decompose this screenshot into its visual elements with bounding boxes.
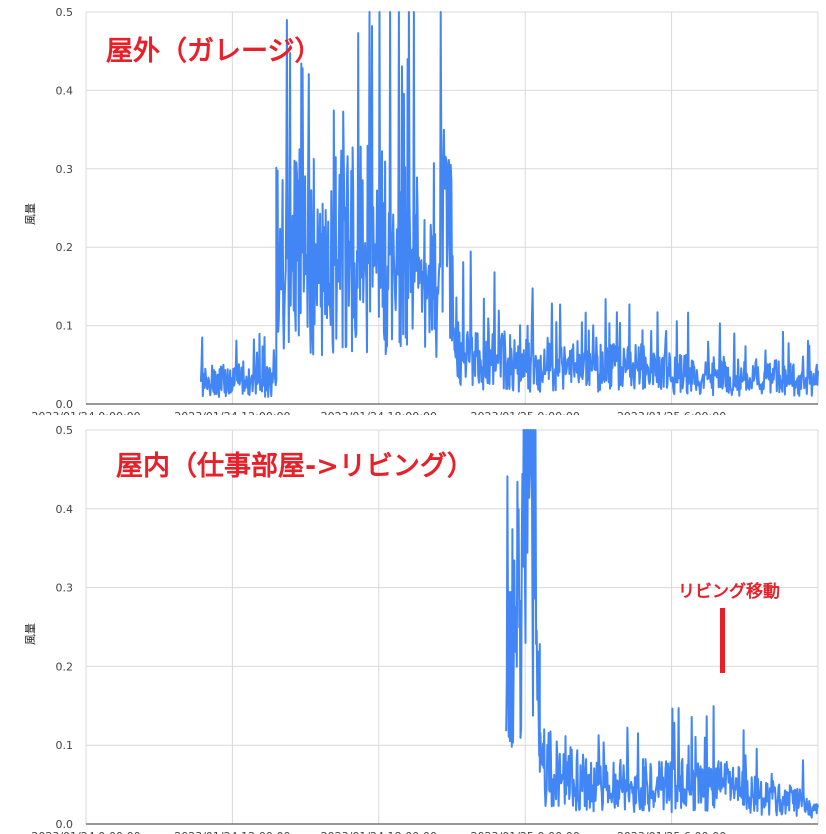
chart-title: 屋外（ガレージ） (106, 36, 321, 67)
series-line (199, 11, 819, 398)
y-tick-label: 0.4 (56, 503, 74, 516)
y-tick-label: 0.5 (56, 6, 74, 19)
x-tick-label: 2023/01/24 12:00:00 (174, 410, 290, 415)
y-tick-label: 0.1 (56, 739, 74, 752)
chart-outdoor-svg: 0.00.10.20.30.40.5 2023/01/24 0:00:00202… (24, 6, 819, 415)
chart-indoor: 0.00.10.20.30.40.5 2023/01/24 0:00:00202… (0, 415, 826, 834)
chart-title: 屋内（仕事部屋->リビング） (116, 450, 474, 482)
grid (85, 429, 819, 825)
x-tick-label: 2023/01/25 0:00:00 (471, 410, 580, 415)
x-tick-label: 2023/01/25 6:00:00 (617, 830, 726, 834)
series-line (505, 429, 819, 819)
y-tick-label: 0.0 (56, 818, 74, 831)
annotation-marker (720, 608, 725, 673)
y-ticks: 0.0 0.1 0.2 0.3 0.4 0.5 (56, 6, 74, 411)
grid (85, 11, 819, 405)
x-tick-label: 2023/01/24 18:00:00 (321, 410, 437, 415)
y-axis-label: 風量 (24, 203, 37, 225)
x-tick-label: 2023/01/24 0:00:00 (31, 830, 140, 834)
y-tick-label: 0.2 (56, 660, 74, 673)
x-ticks: 2023/01/24 0:00:00 2023/01/24 12:00:00 202… (31, 410, 726, 415)
y-tick-label: 0.3 (56, 582, 74, 595)
x-ticks: 2023/01/24 0:00:00 2023/01/24 12:00:00 202… (31, 830, 726, 834)
y-ticks: 0.0 0.1 0.2 0.3 0.4 0.5 (56, 424, 74, 831)
chart-indoor-svg: 0.00.10.20.30.40.5 2023/01/24 0:00:00202… (24, 424, 819, 834)
y-tick-label: 0.4 (56, 84, 74, 97)
x-tick-label: 2023/01/25 0:00:00 (471, 830, 580, 834)
y-tick-label: 0.1 (56, 320, 74, 333)
x-tick-label: 2023/01/24 0:00:00 (31, 410, 140, 415)
y-tick-label: 0.2 (56, 241, 74, 254)
y-tick-label: 0.3 (56, 163, 74, 176)
x-tick-label: 2023/01/25 6:00:00 (617, 410, 726, 415)
y-axis-label: 風量 (24, 623, 37, 645)
y-tick-label: 0.0 (56, 398, 74, 411)
chart-outdoor: 0.00.10.20.30.40.5 2023/01/24 0:00:00202… (0, 0, 826, 415)
annotation-label: リビング移動 (678, 581, 780, 602)
x-tick-label: 2023/01/24 18:00:00 (321, 830, 437, 834)
x-tick-label: 2023/01/24 12:00:00 (174, 830, 290, 834)
y-tick-label: 0.5 (56, 424, 74, 437)
